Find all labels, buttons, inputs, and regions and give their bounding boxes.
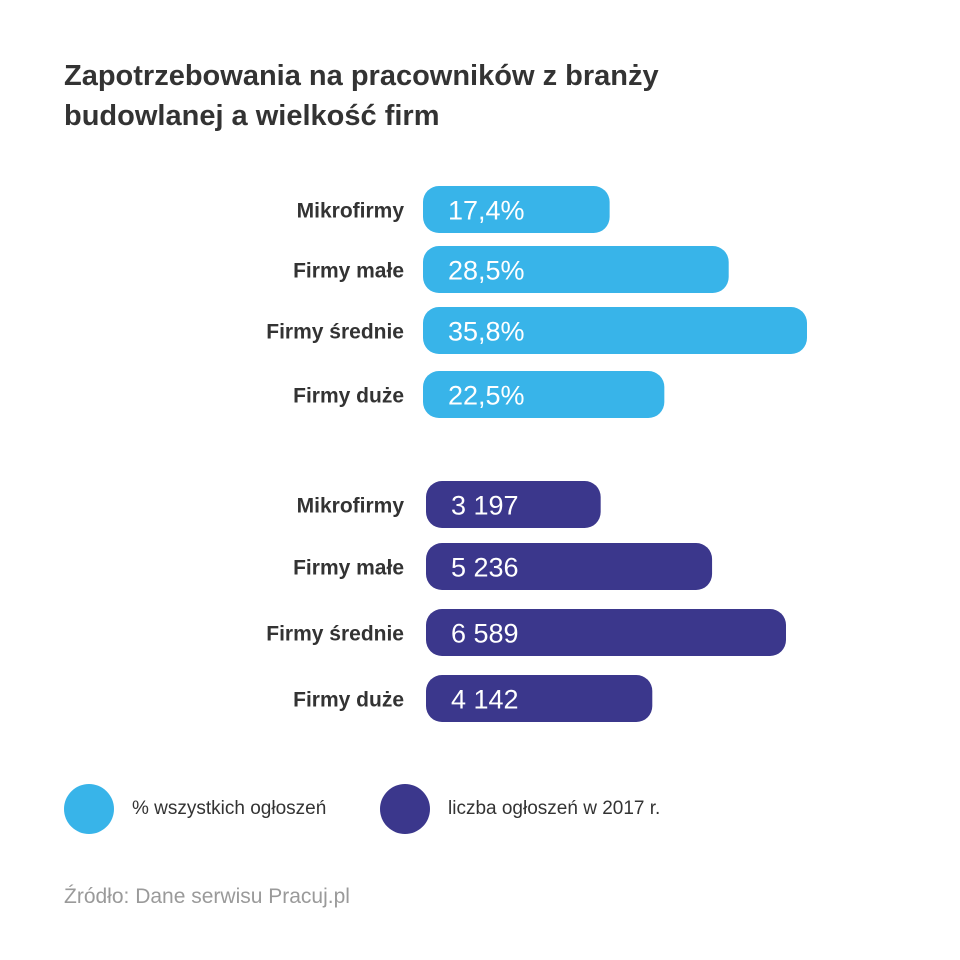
legend-label-percent: % wszystkich ogłoszeń xyxy=(132,798,327,819)
bar-percent-0 xyxy=(423,186,610,233)
data-label-percent-3: 22,5% xyxy=(448,381,525,411)
data-label-count-0: 3 197 xyxy=(451,491,519,521)
bar-percent-2 xyxy=(423,307,807,354)
bar-percent-3 xyxy=(423,371,665,418)
category-label-percent-2: Firmy średnie xyxy=(266,321,404,344)
chart-title-line-1: Zapotrzebowania na pracowników z branży xyxy=(64,60,659,92)
category-label-count-3: Firmy duże xyxy=(293,689,404,712)
legend-swatch-count xyxy=(380,784,430,834)
bar-percent-1 xyxy=(423,246,729,293)
legend-item-count: liczba ogłoszeń w 2017 r. xyxy=(380,784,660,834)
bar-count-0 xyxy=(426,481,601,528)
category-label-percent-0: Mikrofirmy xyxy=(297,200,405,223)
data-label-percent-2: 35,8% xyxy=(448,317,525,347)
category-label-percent-1: Firmy małe xyxy=(293,260,404,283)
chart-title: Zapotrzebowania na pracowników z branży … xyxy=(64,56,824,136)
data-label-count-1: 5 236 xyxy=(451,553,519,583)
legend-swatch-percent xyxy=(64,784,114,834)
data-label-percent-1: 28,5% xyxy=(448,256,525,286)
source-note: Źródło: Dane serwisu Pracuj.pl xyxy=(64,885,350,908)
data-label-count-2: 6 589 xyxy=(451,619,519,649)
legend-label-count: liczba ogłoszeń w 2017 r. xyxy=(448,798,661,819)
bar-count-1 xyxy=(426,543,713,590)
legend-item-percent: % wszystkich ogłoszeń xyxy=(64,784,326,834)
category-label-count-0: Mikrofirmy xyxy=(297,495,405,518)
bar-chart: Mikrofirmy 17,4% Firmy małe 28,5% Firmy śred… xyxy=(266,186,807,722)
chart-title-line-2: budowlanej a wielkość firm xyxy=(64,100,440,132)
category-label-percent-3: Firmy duże xyxy=(293,385,404,408)
bar-count-3 xyxy=(426,675,653,722)
category-label-count-2: Firmy średnie xyxy=(266,623,404,646)
category-label-count-1: Firmy małe xyxy=(293,557,404,580)
data-label-percent-0: 17,4% xyxy=(448,196,525,226)
bar-count-2 xyxy=(426,609,786,656)
data-label-count-3: 4 142 xyxy=(451,685,519,715)
